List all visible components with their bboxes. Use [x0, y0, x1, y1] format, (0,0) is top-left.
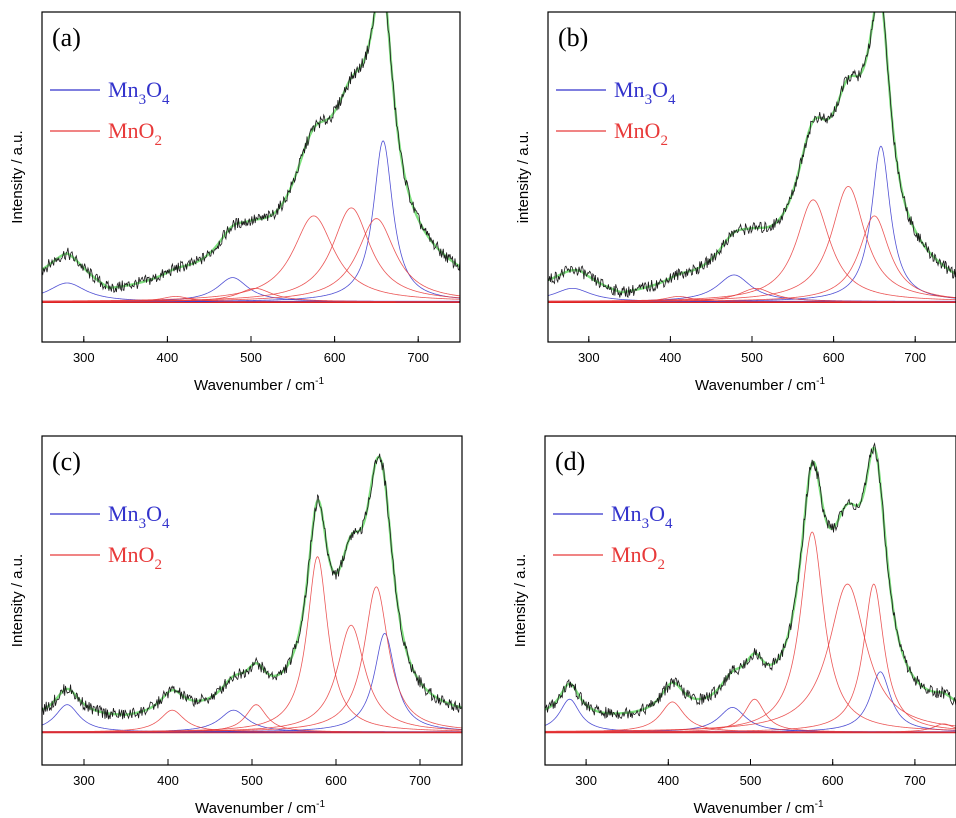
- y-axis-label: intensity / a.u.: [515, 131, 532, 224]
- x-tick-label: 600: [822, 773, 844, 788]
- x-axis-label: Wavenumber / cm-1: [195, 799, 325, 817]
- peak-mno2-618: [545, 583, 956, 732]
- x-tick-label: 700: [407, 350, 429, 365]
- x-tick-label: 400: [660, 350, 682, 365]
- x-tick-label: 500: [240, 350, 262, 365]
- x-tick-label: 500: [740, 773, 762, 788]
- peak-mno2-650: [42, 218, 460, 302]
- peak-mno2-648: [42, 586, 462, 733]
- plot-frame: [547, 11, 956, 343]
- plot-area: [42, 453, 462, 734]
- x-tick-label: 600: [325, 773, 347, 788]
- legend-label-mn3o4: Mn3O4: [108, 77, 170, 108]
- x-tick-label: 700: [904, 350, 926, 365]
- peak-mn3o4-478: [545, 707, 956, 733]
- x-tick-label: 500: [241, 773, 263, 788]
- panel-label: (a): [52, 23, 81, 52]
- fit-envelope: [42, 12, 460, 290]
- peak-mno2-650: [548, 215, 956, 302]
- peak-mno2-618: [548, 185, 956, 302]
- fit-envelope: [42, 455, 462, 716]
- legend-label-mn3o4: Mn3O4: [614, 77, 676, 108]
- legend-label-mno2: MnO2: [108, 542, 162, 573]
- x-tick-label: 400: [657, 773, 679, 788]
- x-tick-label: 600: [324, 350, 346, 365]
- plot-area: [42, 12, 460, 303]
- x-tick-label: 400: [157, 773, 179, 788]
- x-tick-label: 400: [157, 350, 179, 365]
- x-tick-label: 300: [578, 350, 600, 365]
- chart-panel-2: 300 400 500 600 700 Wavenumber / cm-1 intensit…: [515, 11, 956, 394]
- peak-mno2-575: [548, 199, 956, 302]
- panel-label: (b): [558, 23, 588, 52]
- chart-panel-4: 300 400 500 600 700 Wavenumber / cm-1 Intensit…: [512, 435, 956, 817]
- x-tick-label: 300: [73, 350, 95, 365]
- peak-mno2-735: [545, 723, 956, 733]
- legend-label-mno2: MnO2: [108, 118, 162, 149]
- plot-area: [545, 442, 956, 734]
- raw-spectrum: [545, 442, 956, 719]
- x-axis-label: Wavenumber / cm-1: [695, 376, 825, 394]
- legend-label-mno2: MnO2: [611, 542, 665, 573]
- fit-envelope: [545, 446, 956, 715]
- legend-label-mno2: MnO2: [614, 118, 668, 149]
- raw-spectrum: [42, 453, 462, 720]
- x-axis-label: Wavenumber / cm-1: [194, 376, 324, 394]
- x-tick-label: 300: [73, 773, 95, 788]
- panel-label: (d): [555, 447, 585, 476]
- y-axis-label: Intensity / a.u.: [9, 130, 26, 223]
- chart-panel-1: 300 400 500 600 700 Wavenumber / cm-1 Intensit…: [9, 11, 461, 394]
- peak-mno2-575: [545, 531, 956, 732]
- y-axis-label: Intensity / a.u.: [512, 554, 529, 647]
- x-tick-label: 300: [575, 773, 597, 788]
- plot-area: [548, 12, 956, 303]
- chart-panel-3: 300 400 500 600 700 Wavenumber / cm-1 Intensit…: [9, 435, 463, 817]
- x-tick-label: 700: [409, 773, 431, 788]
- x-tick-label: 600: [823, 350, 845, 365]
- plot-frame: [41, 11, 461, 343]
- peak-mno2-575: [42, 215, 460, 302]
- legend-label-mn3o4: Mn3O4: [611, 501, 673, 532]
- peak-mn3o4-658: [548, 145, 956, 302]
- legend-label-mn3o4: Mn3O4: [108, 501, 170, 532]
- x-axis-label: Wavenumber / cm-1: [693, 799, 823, 817]
- peak-mno2-578: [42, 556, 462, 733]
- raw-spectrum: [548, 12, 956, 299]
- panel-label: (c): [52, 447, 81, 476]
- raw-spectrum: [42, 12, 460, 293]
- x-tick-label: 500: [741, 350, 763, 365]
- x-tick-label: 700: [904, 773, 926, 788]
- y-axis-label: Intensity / a.u.: [9, 554, 26, 647]
